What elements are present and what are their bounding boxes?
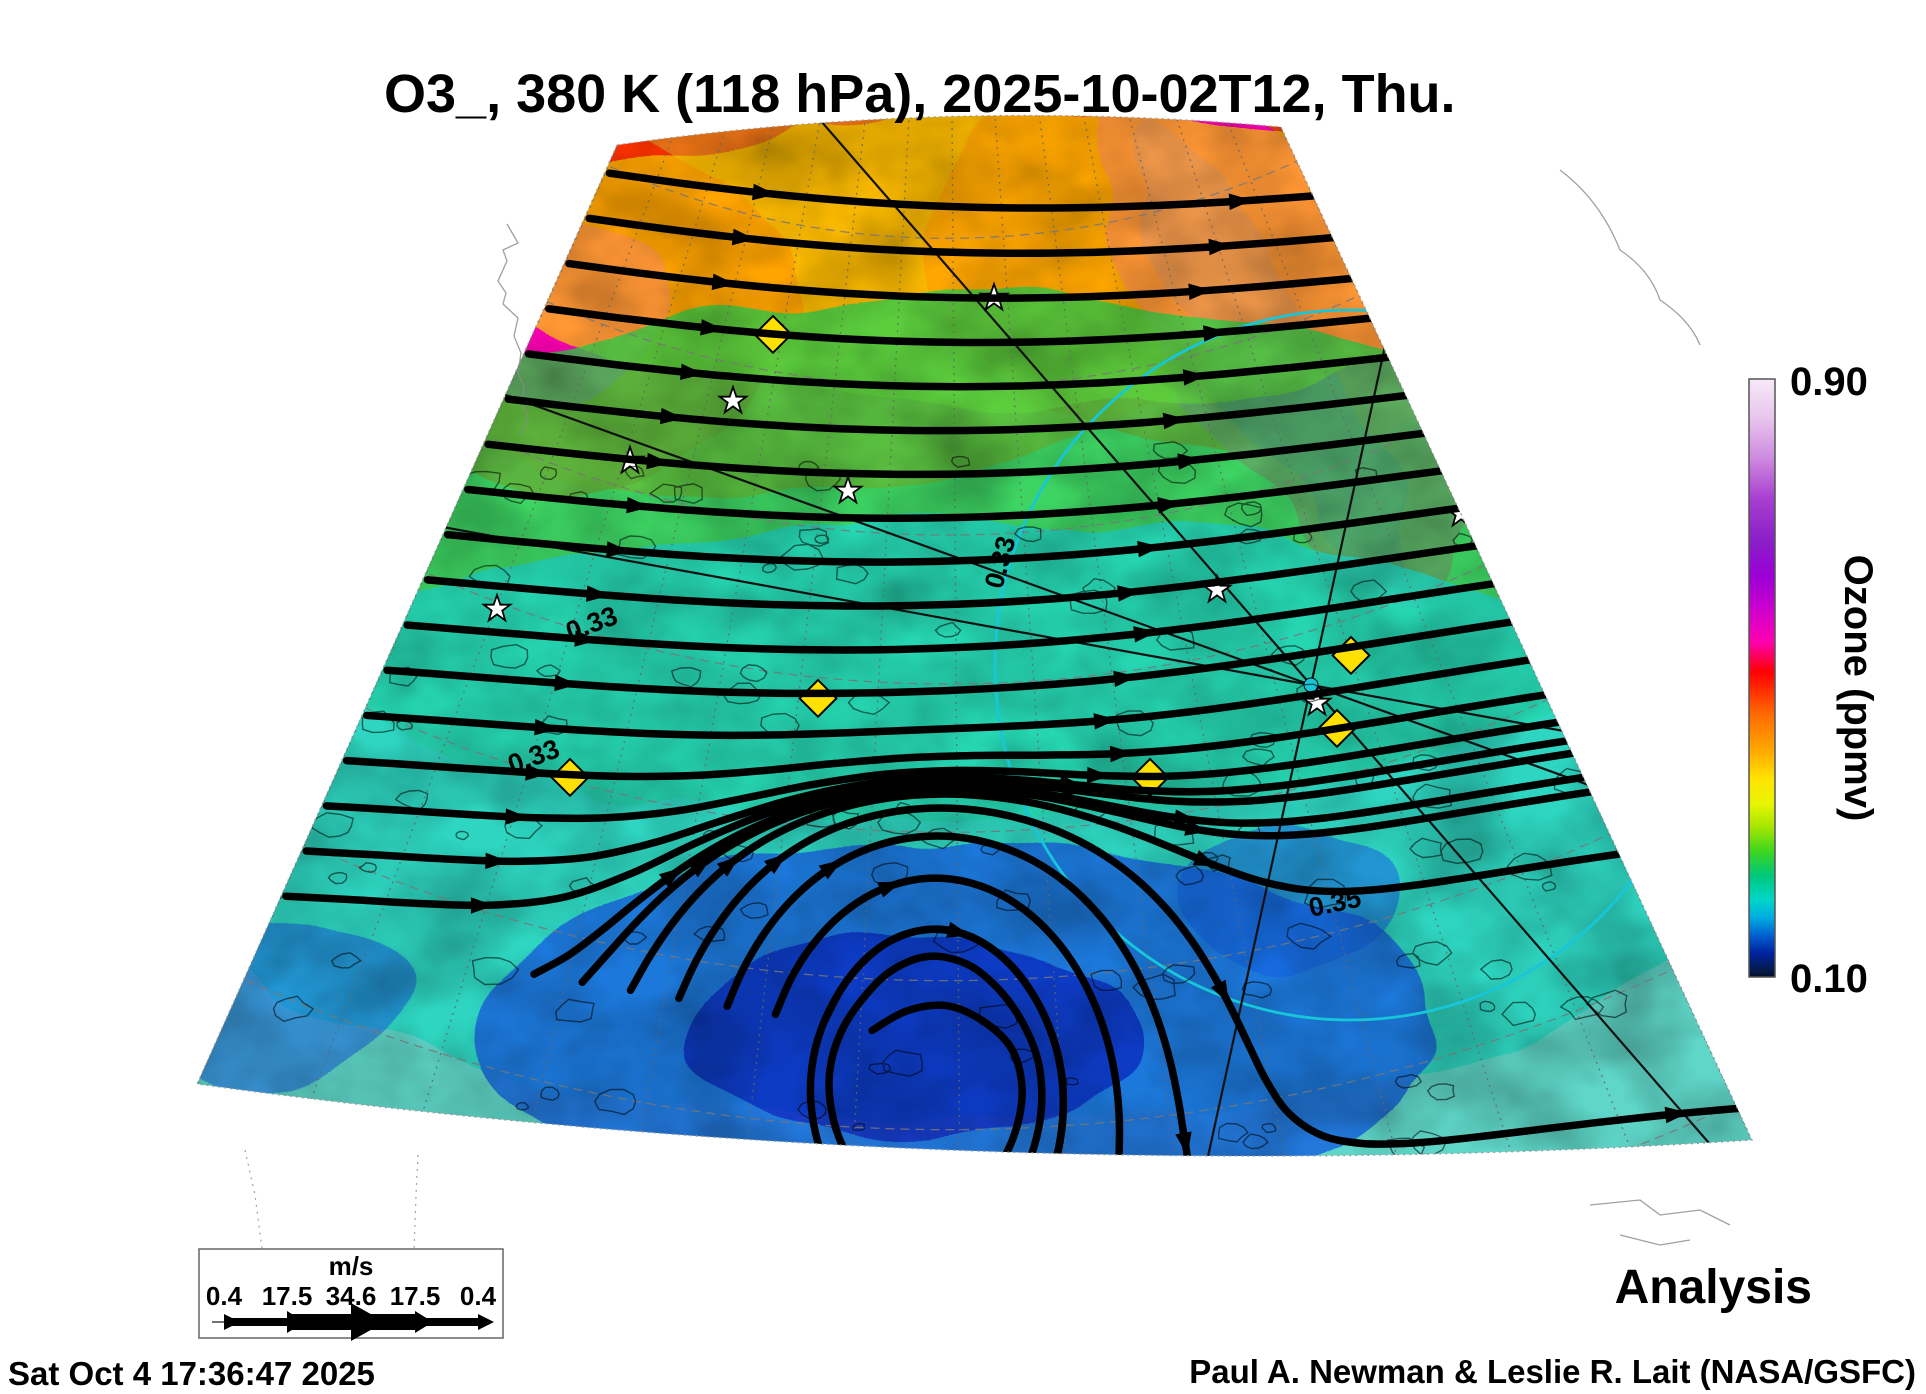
svg-text:Analysis: Analysis: [1615, 1261, 1812, 1314]
svg-text:0.10: 0.10: [1790, 957, 1868, 1001]
svg-text:Ozone (ppmv): Ozone (ppmv): [1836, 555, 1880, 822]
svg-text:Paul A. Newman & Leslie R. Lai: Paul A. Newman & Leslie R. Lait (NASA/GS…: [1189, 1353, 1916, 1390]
svg-text:Sat Oct 4 17:36:47 2025: Sat Oct 4 17:36:47 2025: [8, 1355, 375, 1392]
svg-text:O3_, 380 K (118 hPa), 2025-10-: O3_, 380 K (118 hPa), 2025-10-02T12, Thu…: [384, 64, 1456, 124]
svg-text:17.5: 17.5: [390, 1281, 441, 1311]
svg-text:0.90: 0.90: [1790, 360, 1868, 404]
svg-text:m/s: m/s: [329, 1251, 374, 1281]
svg-text:17.5: 17.5: [262, 1281, 313, 1311]
svg-text:0.4: 0.4: [206, 1281, 243, 1311]
svg-text:0.4: 0.4: [460, 1281, 497, 1311]
